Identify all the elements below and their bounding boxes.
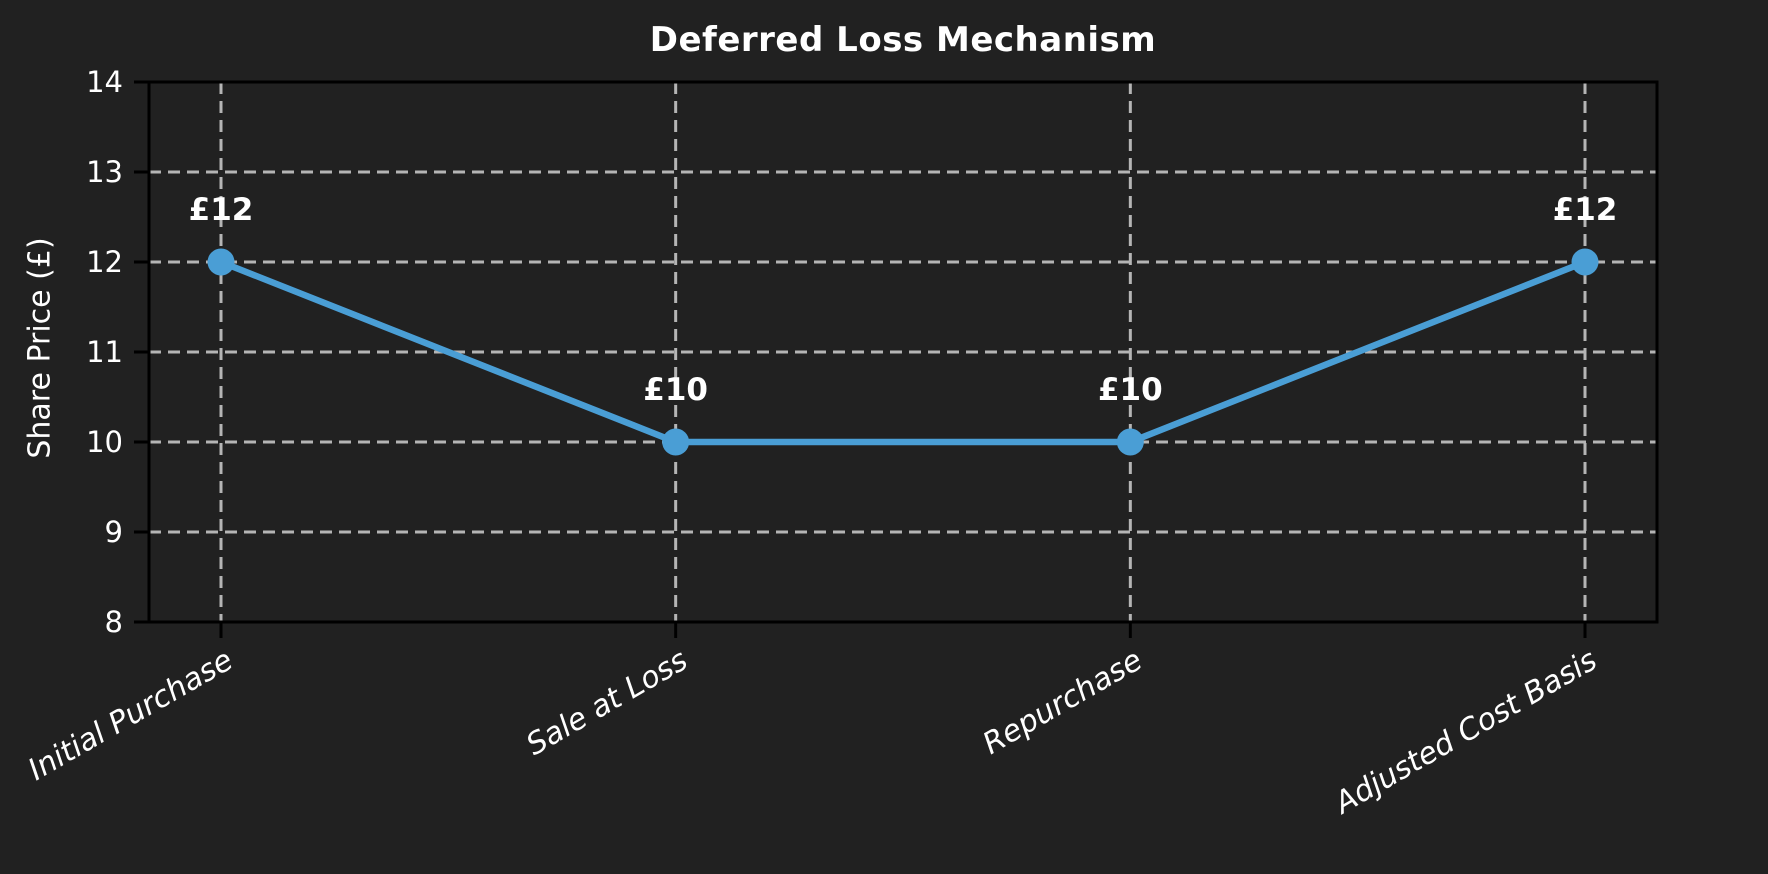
y-tick-label: 14 (86, 65, 123, 99)
data-point-label: £12 (189, 192, 254, 228)
y-tick-label: 11 (86, 335, 123, 369)
y-tick-label: 13 (86, 155, 123, 189)
data-point-marker (1116, 428, 1144, 456)
series-line (217, 258, 1589, 446)
data-point-label: £10 (1098, 372, 1163, 408)
data-point-label: £12 (1553, 192, 1618, 228)
x-tick-label: Adjusted Cost Basis (1327, 643, 1603, 822)
y-tick-label: 10 (86, 425, 123, 459)
data-point-label: £10 (643, 372, 708, 408)
data-point-marker (1571, 248, 1599, 276)
chart-title: Deferred Loss Mechanism (649, 20, 1157, 60)
data-point-marker (662, 428, 690, 456)
y-tick-label: 12 (86, 245, 123, 279)
y-tick-label: 9 (105, 515, 123, 549)
x-tick-label: Sale at Loss (520, 643, 693, 763)
x-tick-label: Repurchase (977, 643, 1148, 762)
data-point-marker (207, 248, 235, 276)
x-tick-label: Initial Purchase (22, 643, 239, 788)
y-tick-label: 8 (105, 605, 123, 639)
